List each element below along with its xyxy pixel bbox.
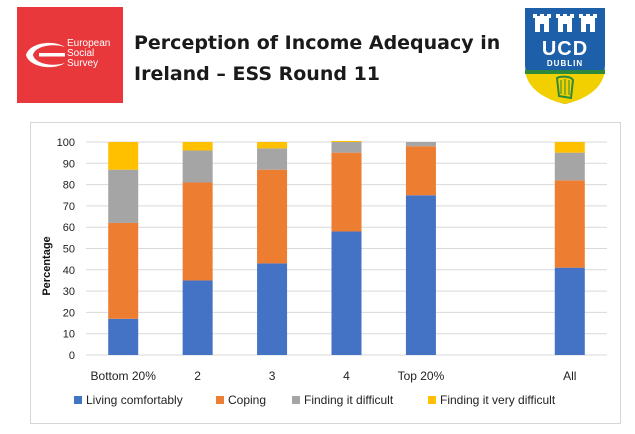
legend-swatch: [74, 396, 82, 404]
bar-segment: [257, 169, 288, 264]
x-tick-label: 3: [269, 369, 276, 383]
bar-segment: [257, 148, 288, 170]
y-axis-title: Percentage: [41, 236, 53, 295]
bar-segment: [554, 152, 585, 181]
bar-segment: [108, 222, 139, 319]
ess-logo-line2: Social: [67, 48, 95, 59]
y-tick-label: 20: [63, 307, 75, 319]
bar-segment: [108, 142, 139, 170]
bar-segment: [182, 142, 213, 151]
page-title-line1: Perception of Income Adequacy in: [134, 32, 501, 54]
legend-swatch: [216, 396, 224, 404]
ess-logo: European Social Survey: [17, 7, 123, 103]
bar-segment: [331, 231, 362, 355]
legend-label: Finding it difficult: [304, 393, 394, 407]
y-tick-label: 40: [63, 265, 75, 277]
bar-segment: [554, 180, 585, 268]
bar-segment: [182, 150, 213, 183]
y-tick-label: 90: [63, 158, 75, 170]
ess-swoosh-icon: [26, 42, 65, 68]
x-tick-label: Bottom 20%: [91, 369, 157, 383]
ucd-logo-subtitle: DUBLIN: [546, 59, 584, 68]
ess-logo-line3: Survey: [67, 58, 99, 69]
y-tick-label: 10: [63, 329, 75, 341]
legend-swatch: [428, 396, 436, 404]
bar-segment: [405, 142, 436, 147]
chart-frame: 0 10 20 30 40 50 60 70 80 90 100 Bottom 20% 2 3 4 Top …: [30, 122, 621, 424]
x-tick-label: 2: [194, 369, 201, 383]
bar-segment: [182, 280, 213, 355]
ess-logo-line1: European: [67, 38, 111, 49]
bar-segment: [405, 146, 436, 196]
ucd-shield-icon: [525, 8, 605, 104]
y-tick-label: 0: [69, 350, 75, 362]
bar-segment: [108, 318, 139, 355]
x-tick-label: Top 20%: [398, 369, 445, 383]
x-tick-label: All: [563, 369, 576, 383]
y-tick-label: 70: [63, 201, 75, 213]
bar-segment: [182, 182, 213, 281]
y-tick-label: 100: [57, 137, 75, 149]
ucd-logo: UCD DUBLIN: [523, 6, 607, 111]
bar-segment: [554, 142, 585, 153]
y-tick-label: 50: [63, 244, 75, 256]
x-tick-label: 4: [343, 369, 350, 383]
bar-segment: [331, 140, 362, 142]
page-title: Perception of Income Adequacy in Ireland…: [134, 28, 504, 90]
legend-swatch: [292, 396, 300, 404]
y-tick-label: 30: [63, 286, 75, 298]
bar-segment: [257, 142, 288, 149]
y-tick-label: 60: [63, 222, 75, 234]
page-title-line2: Ireland – ESS Round 11: [134, 63, 381, 85]
bar-segment: [257, 263, 288, 355]
y-tick-label: 80: [63, 180, 75, 192]
income-adequacy-chart: 0 10 20 30 40 50 60 70 80 90 100 Bottom 20% 2 3 4 Top …: [41, 137, 607, 407]
bar-segment: [108, 169, 139, 223]
ucd-logo-name: UCD: [541, 38, 589, 60]
bar-segment: [331, 142, 362, 153]
legend-label: Coping: [228, 393, 266, 407]
legend-label: Living comfortably: [86, 393, 183, 407]
bar-segment: [405, 195, 436, 355]
legend-label: Finding it very difficult: [440, 393, 556, 407]
bar-segment: [554, 267, 585, 355]
bar-segment: [331, 152, 362, 232]
